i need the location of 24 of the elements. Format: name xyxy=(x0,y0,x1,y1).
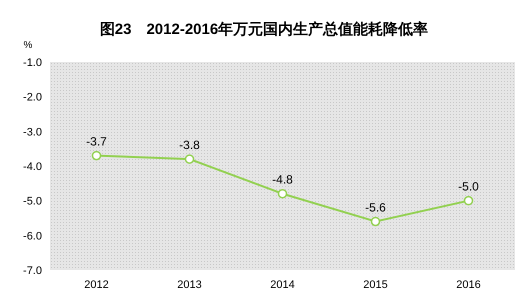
x-tick-label: 2016 xyxy=(456,279,481,291)
y-tick-label: -2.0 xyxy=(23,92,42,104)
point xyxy=(184,154,194,164)
point xyxy=(464,196,474,206)
point xyxy=(92,150,102,160)
chart-title: 图23 2012-2016年万元国内生产总值能耗降低率 xyxy=(100,20,428,38)
data-label: -3.7 xyxy=(86,134,108,149)
point xyxy=(278,188,288,198)
x-tick-label: 2013 xyxy=(177,279,202,291)
point xyxy=(370,216,380,226)
y-tick-label: -6.0 xyxy=(23,230,42,242)
y-tick-label: -1.0 xyxy=(23,57,42,69)
data-label: -4.8 xyxy=(272,172,294,187)
data-label: -5.6 xyxy=(365,200,386,214)
x-tick-label: 2012 xyxy=(84,279,109,291)
y-tick-label: -7.0 xyxy=(23,265,42,277)
y-tick-label: -3.0 xyxy=(23,126,42,138)
data-label: -5.0 xyxy=(458,180,480,194)
y-tick-label: -4.0 xyxy=(23,161,42,173)
y-axis-title: % xyxy=(24,40,33,51)
x-tick-label: 2014 xyxy=(270,279,295,291)
y-tick-label: -5.0 xyxy=(23,196,42,208)
data-label: -3.8 xyxy=(179,138,200,152)
x-tick-label: 2015 xyxy=(363,279,388,291)
